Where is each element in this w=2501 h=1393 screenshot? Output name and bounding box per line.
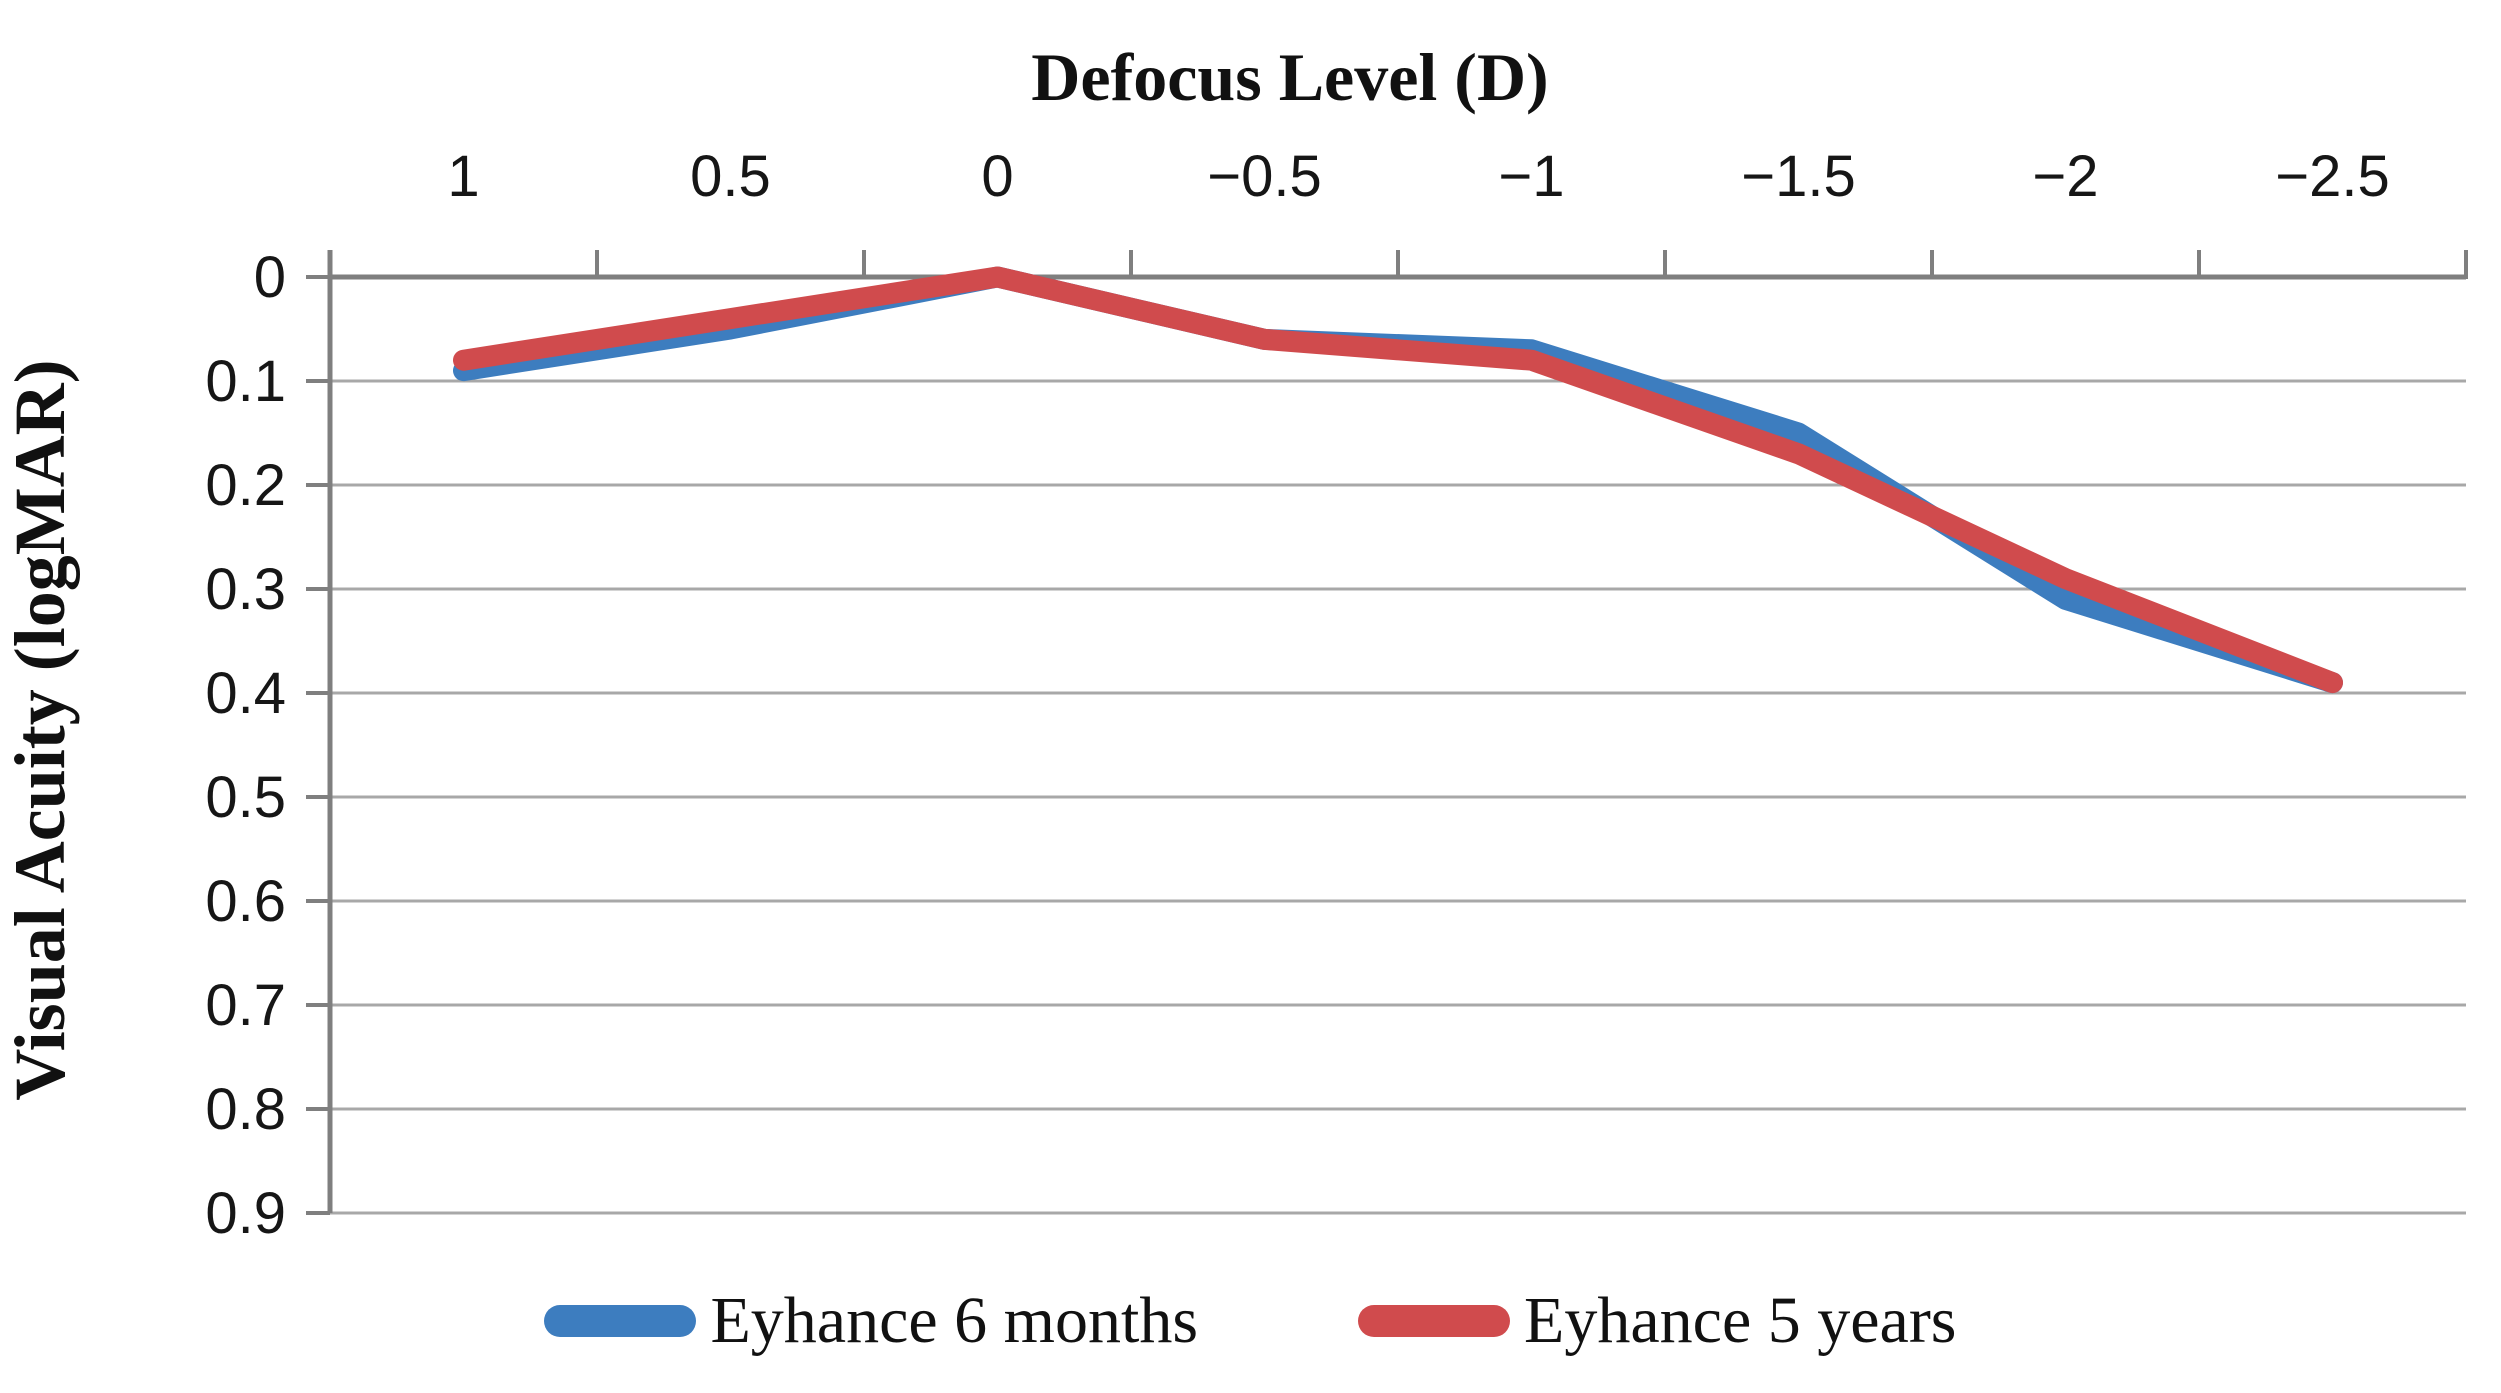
series-lines <box>453 266 2343 694</box>
x-tick-label: −2 <box>2032 144 2098 209</box>
y-tick-labels: 0 0.1 0.2 0.3 0.4 0.5 0.6 0.7 0.8 0.9 <box>205 245 286 1246</box>
y-tick-label: 0.5 <box>205 765 286 830</box>
series-line-eyhance-5-years <box>453 266 2343 694</box>
y-tick-label: 0.7 <box>205 973 286 1038</box>
y-tick-label: 0.8 <box>205 1077 286 1142</box>
x-tick-label: −1.5 <box>1741 144 1856 209</box>
y-tick-label: 0.9 <box>205 1181 286 1246</box>
legend-label: Eyhance 6 months <box>710 1284 1199 1357</box>
y-tick-label: 0.1 <box>205 349 286 414</box>
x-tick-labels: 1 0.5 0 −0.5 −1 −1.5 −2 −2.5 <box>447 144 2389 209</box>
x-tick-label: −1 <box>1498 144 1564 209</box>
x-tick-label: −0.5 <box>1207 144 1322 209</box>
legend-label: Eyhance 5 years <box>1524 1284 1957 1357</box>
axes-and-ticks <box>306 250 2468 1215</box>
series-line-eyhance-6-months <box>453 266 2343 694</box>
y-tick-label: 0.2 <box>205 453 286 518</box>
x-tick-label: 0.5 <box>690 144 771 209</box>
legend-item-eyhance-5-years: Eyhance 5 years <box>1358 1284 1957 1357</box>
x-tick-label: −2.5 <box>2275 144 2390 209</box>
legend-swatch-blue-line <box>544 1305 697 1337</box>
y-tick-label: 0.4 <box>205 661 286 726</box>
chart-legend: Eyhance 6 months Eyhance 5 years <box>0 1288 2501 1354</box>
legend-swatch-red-line <box>1358 1305 1511 1337</box>
y-axis-title: Visual Acuity (logMAR) <box>0 359 80 1100</box>
gridlines <box>330 379 2466 1215</box>
x-tick-label: 0 <box>981 144 1013 209</box>
y-tick-label: 0.3 <box>205 557 286 622</box>
y-tick-label: 0.6 <box>205 869 286 934</box>
y-tick-label: 0 <box>254 245 286 310</box>
legend-item-eyhance-6-months: Eyhance 6 months <box>544 1288 1198 1354</box>
x-axis-title: Defocus Level (D) <box>1031 39 1548 115</box>
x-tick-label: 1 <box>447 144 479 209</box>
